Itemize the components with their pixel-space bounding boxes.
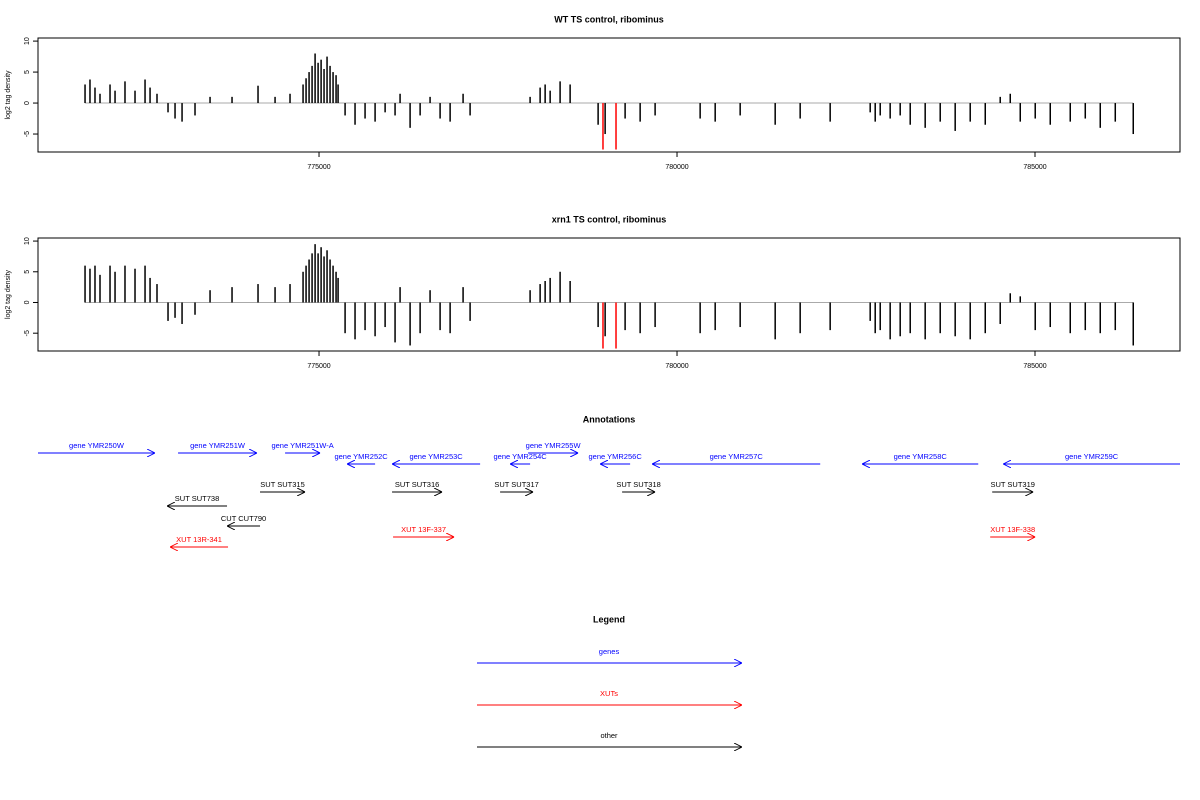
- feature-label: SUT SUT318: [616, 480, 660, 489]
- y-tick-label: -5: [24, 330, 31, 336]
- feature-label: XUT 13F-338: [990, 525, 1035, 534]
- feature-label: gene YMR251W-A: [271, 441, 333, 450]
- feature-label: gene YMR255W: [526, 441, 582, 450]
- x-tick-label: 780000: [665, 363, 688, 370]
- feature-label: gene YMR251W: [190, 441, 246, 450]
- annotations-title: Annotations: [583, 414, 636, 424]
- feature-label: gene YMR254C: [493, 452, 547, 461]
- x-tick-label: 775000: [307, 363, 330, 370]
- y-tick-label: 5: [24, 270, 31, 274]
- feature-label: gene YMR257C: [710, 452, 764, 461]
- legend-label: other: [600, 731, 618, 740]
- y-tick-label: 10: [24, 237, 31, 245]
- y-tick-label: 0: [24, 300, 31, 304]
- y-axis-label: log2 tag density: [5, 70, 12, 120]
- legend-title: Legend: [593, 614, 625, 624]
- feature-label: SUT SUT319: [990, 480, 1034, 489]
- plot-frame: [37, 237, 1181, 352]
- feature-label: SUT SUT316: [395, 480, 439, 489]
- feature-label: XUT 13R-341: [176, 535, 222, 544]
- feature-label: gene YMR259C: [1065, 452, 1119, 461]
- panel-title: xrn1 TS control, ribominus: [552, 214, 667, 224]
- legend-label: XUTs: [600, 689, 618, 698]
- x-tick-label: 785000: [1023, 363, 1046, 370]
- feature-label: gene YMR250W: [69, 441, 125, 450]
- x-tick-label: 780000: [665, 164, 688, 171]
- x-tick-label: 775000: [307, 164, 330, 171]
- y-tick-label: -5: [24, 131, 31, 137]
- feature-label: gene YMR258C: [894, 452, 948, 461]
- feature-label: SUT SUT738: [175, 494, 219, 503]
- feature-label: CUT CUT790: [221, 514, 266, 523]
- y-tick-label: 10: [24, 37, 31, 45]
- x-tick-label: 785000: [1023, 164, 1046, 171]
- feature-label: XUT 13F-337: [401, 525, 446, 534]
- y-tick-label: 5: [24, 70, 31, 74]
- feature-label: SUT SUT315: [260, 480, 304, 489]
- legend-label: genes: [599, 647, 620, 656]
- y-tick-label: 0: [24, 101, 31, 105]
- feature-label: gene YMR253C: [409, 452, 463, 461]
- panel-title: WT TS control, ribominus: [554, 14, 664, 24]
- feature-label: gene YMR256C: [589, 452, 643, 461]
- feature-label: gene YMR252C: [334, 452, 388, 461]
- y-axis-label: log2 tag density: [5, 269, 12, 319]
- plot-frame: [37, 37, 1181, 153]
- feature-label: SUT SUT317: [494, 480, 538, 489]
